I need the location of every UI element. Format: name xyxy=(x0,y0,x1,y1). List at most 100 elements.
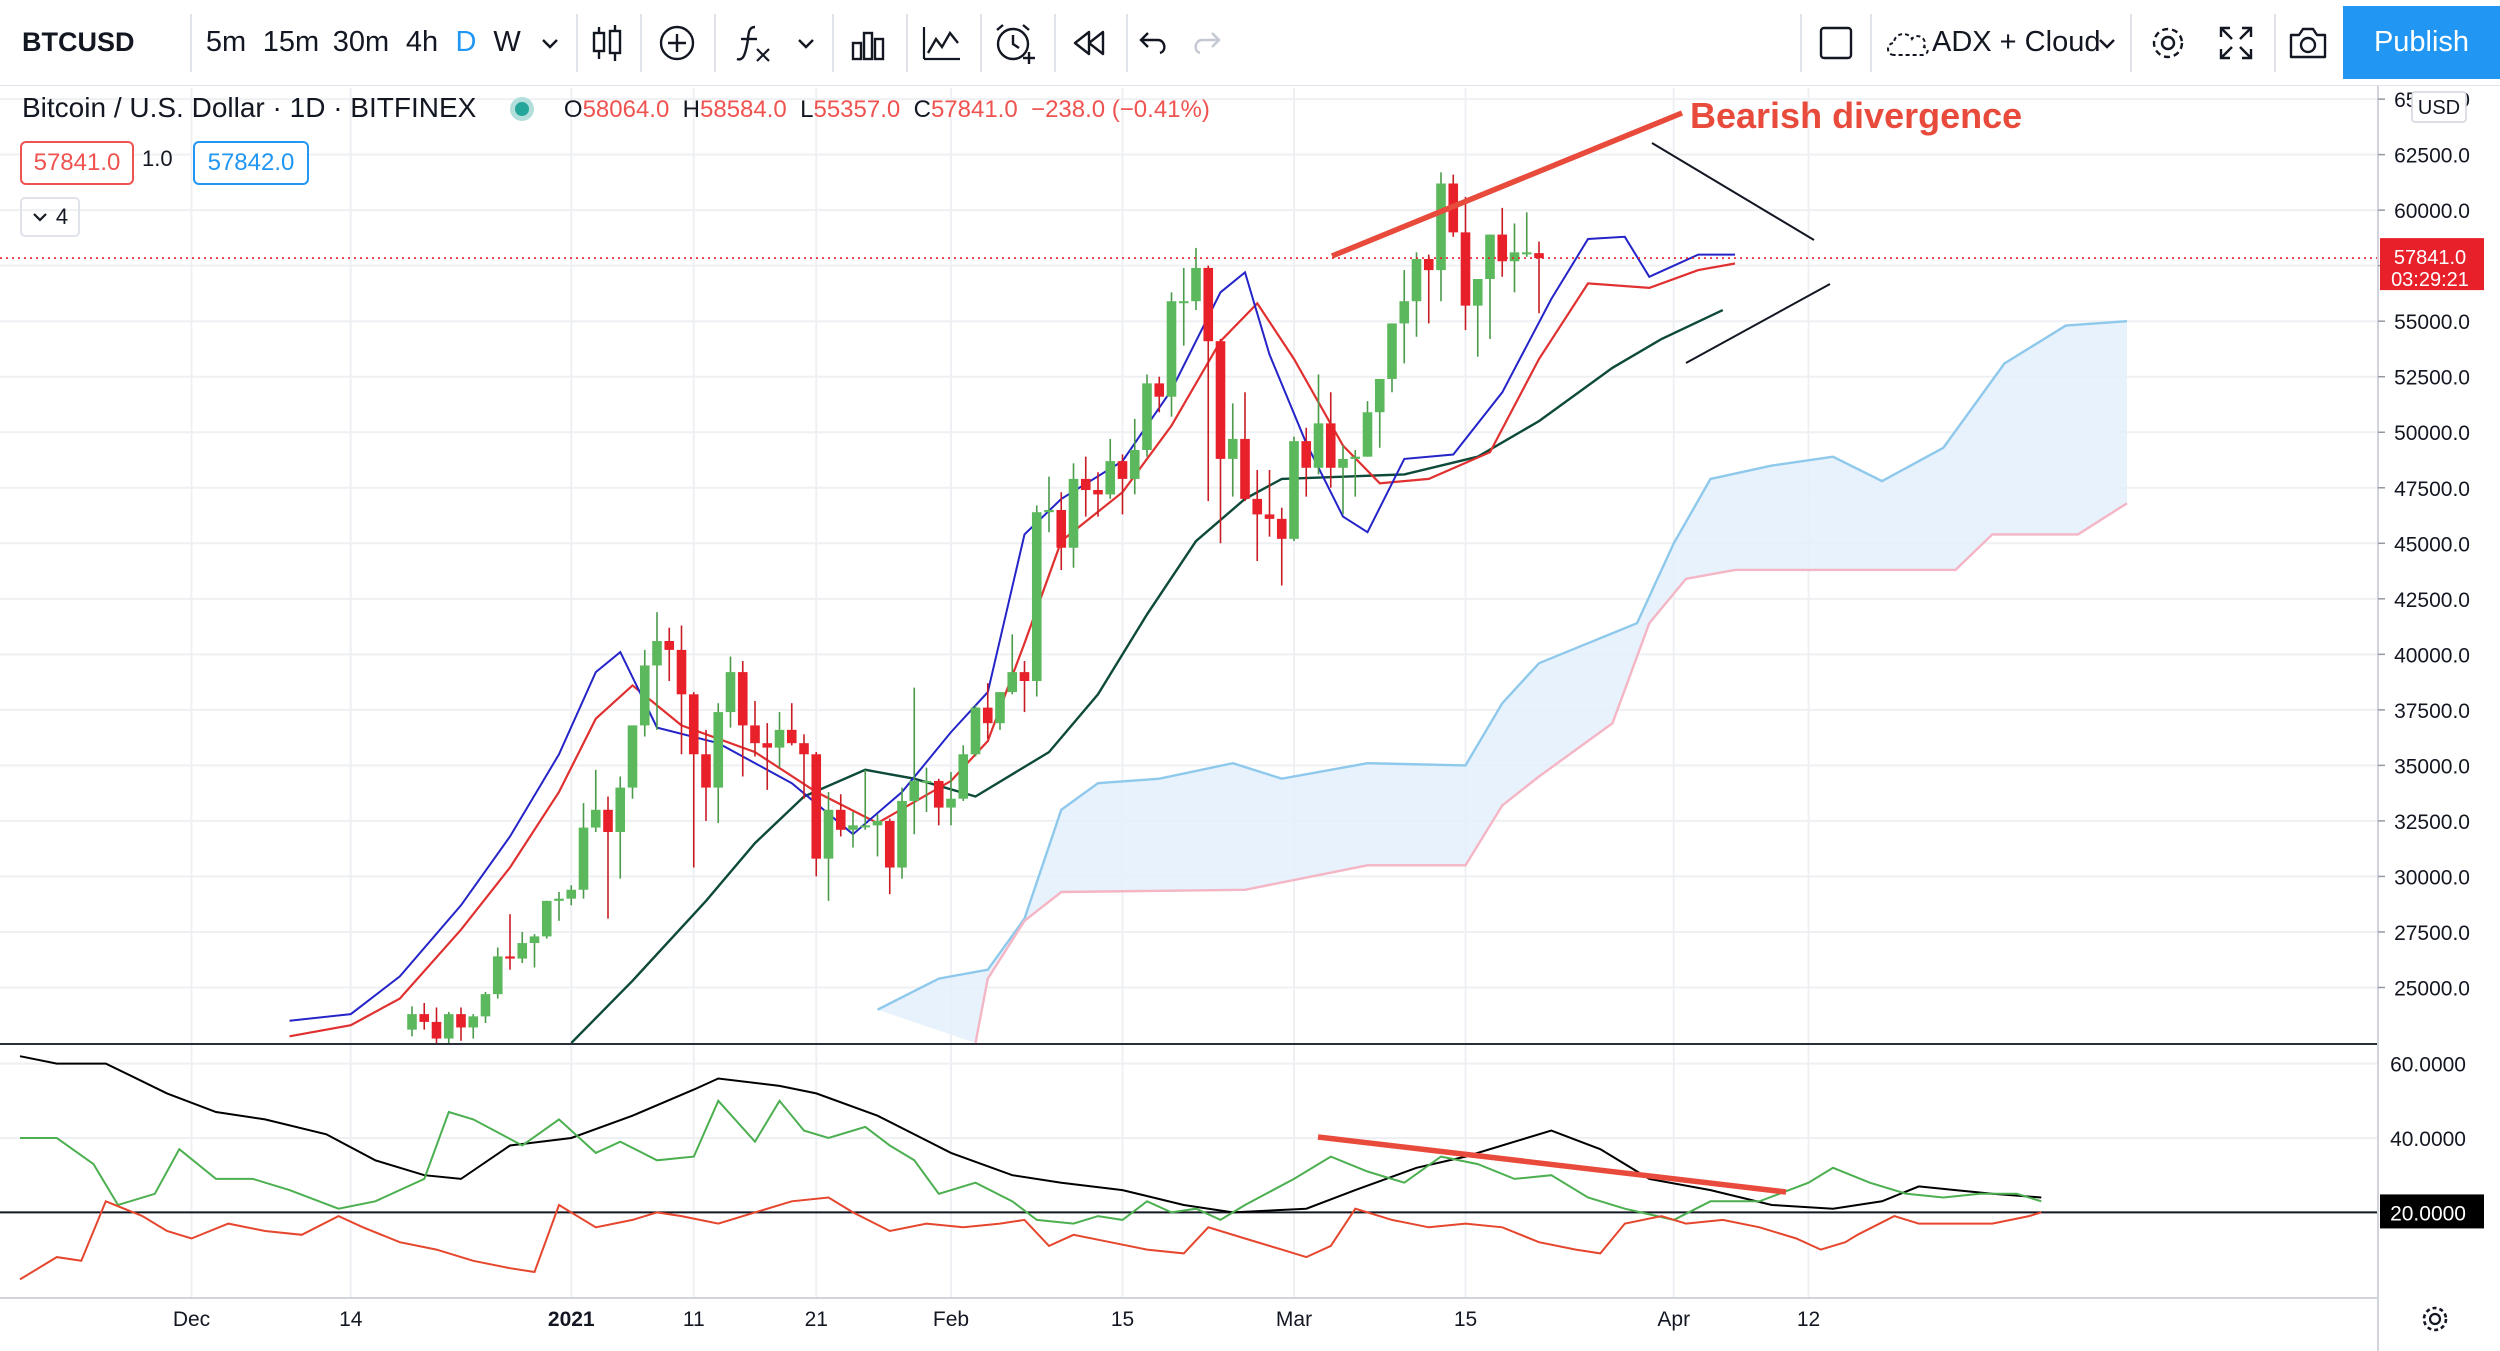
camera-icon[interactable] xyxy=(2278,0,2338,85)
candle-up xyxy=(1509,252,1520,262)
candle-up xyxy=(1472,279,1483,306)
candle-up xyxy=(1178,301,1189,304)
chevron-down-icon xyxy=(33,213,47,222)
toolbar-separator xyxy=(2130,14,2132,72)
replay-icon[interactable] xyxy=(1058,0,1120,85)
candle-down xyxy=(456,1014,466,1028)
candle-down xyxy=(1301,441,1312,468)
time-tick-label: 2021 xyxy=(548,1308,595,1331)
candle-down xyxy=(1215,341,1226,459)
time-tick-label: Feb xyxy=(933,1308,969,1331)
countdown-label: 03:29:21 xyxy=(2391,269,2469,291)
cloud-lower-line xyxy=(974,502,2128,1043)
chevron-down-icon[interactable] xyxy=(2090,0,2124,85)
close-label: C xyxy=(913,96,931,123)
cloud-upper-line xyxy=(876,320,2128,1011)
candle-up xyxy=(1411,259,1422,302)
candle-up xyxy=(407,1014,417,1030)
ichimoku-cloud xyxy=(876,320,2128,1043)
buy-price-button[interactable]: 57842.0 xyxy=(193,141,309,185)
cloud-fill xyxy=(877,321,2127,1043)
undo-icon[interactable] xyxy=(1128,0,1180,85)
candle-down xyxy=(1325,423,1336,468)
divergence-line-price xyxy=(1330,110,1684,259)
candle-down xyxy=(431,1021,442,1039)
candle-down xyxy=(1080,478,1091,490)
indicators-collapse-button[interactable]: 4 xyxy=(20,197,80,237)
bars-compare-icon[interactable] xyxy=(838,0,898,85)
interval-30m[interactable]: 30m xyxy=(332,26,390,58)
interval-5m[interactable]: 5m xyxy=(205,26,247,58)
price-tick-label: 32500.0 xyxy=(2394,811,2470,834)
price-tick-label: 37500.0 xyxy=(2394,700,2470,723)
indicator-tick-label: 60.0000 xyxy=(2390,1054,2466,1077)
candle-up xyxy=(1007,672,1018,693)
fullscreen-icon[interactable] xyxy=(2204,0,2268,85)
symbol-search[interactable]: BTCUSD xyxy=(22,27,135,57)
plus-circle-icon[interactable] xyxy=(652,0,702,85)
chevron-down-icon[interactable] xyxy=(788,0,824,85)
interval-4h[interactable]: 4h xyxy=(405,26,439,58)
currency-label: USD xyxy=(2418,97,2460,119)
interval-w[interactable]: W xyxy=(493,26,521,58)
candle-down xyxy=(750,725,760,744)
candle-down xyxy=(1534,253,1544,259)
candle-up xyxy=(652,641,662,666)
time-tick-label: 11 xyxy=(683,1308,705,1331)
toolbar-separator xyxy=(980,14,982,72)
candles-icon[interactable] xyxy=(582,0,632,85)
candle-up xyxy=(860,825,871,828)
sell-price-button[interactable]: 57841.0 xyxy=(20,141,134,185)
candle-down xyxy=(1117,461,1128,479)
toolbar-separator xyxy=(1126,14,1128,72)
redo-icon[interactable] xyxy=(1180,0,1232,85)
candle-up xyxy=(823,809,834,859)
time-tick-label: Mar xyxy=(1276,1308,1312,1331)
publish-button[interactable]: Publish xyxy=(2343,6,2500,79)
moving-averages xyxy=(289,235,1736,1043)
order-quantity[interactable]: 1.0 xyxy=(142,146,173,171)
chevron-down-icon[interactable] xyxy=(532,0,568,85)
candle-up xyxy=(1387,323,1397,379)
current-price-label: 57841.0 xyxy=(2394,247,2466,269)
candle-up xyxy=(897,800,907,868)
time-tick-label: 14 xyxy=(339,1308,363,1331)
cloud-icon[interactable] xyxy=(1880,0,1936,85)
candle-down xyxy=(933,780,944,808)
time-tick-label: 12 xyxy=(1797,1308,1820,1331)
candle-up xyxy=(1227,438,1238,459)
candle-up xyxy=(1436,183,1446,271)
divergence-line-adx xyxy=(1317,1134,1787,1195)
toolbar-separator xyxy=(190,14,192,72)
alarm-plus-icon[interactable] xyxy=(984,0,1046,85)
candle-down xyxy=(1423,259,1434,271)
indicator-template-label[interactable]: ADX + Cloud xyxy=(1932,26,2101,58)
candle-up xyxy=(1399,301,1410,324)
interval-d[interactable]: D xyxy=(455,26,477,58)
time-tick-label: 21 xyxy=(805,1308,828,1331)
candle-down xyxy=(1019,672,1030,681)
toolbar-separator xyxy=(832,14,834,72)
candle-up xyxy=(921,780,932,783)
candle-up xyxy=(1105,461,1116,495)
candle-up xyxy=(946,798,956,808)
candle-up xyxy=(590,809,601,828)
ema-mid-line xyxy=(289,262,1736,1038)
interval-15m[interactable]: 15m xyxy=(262,26,320,58)
candle-up xyxy=(566,889,577,899)
toolbar-separator xyxy=(714,14,716,72)
square-icon[interactable] xyxy=(1806,0,1866,85)
price-tick-label: 27500.0 xyxy=(2394,922,2470,945)
candle-down xyxy=(762,743,773,748)
candle-up xyxy=(1338,458,1348,468)
candle-up xyxy=(492,956,503,995)
candle-down xyxy=(1056,509,1067,548)
gear-icon[interactable] xyxy=(2138,0,2198,85)
indicator-icon[interactable] xyxy=(912,0,972,85)
candle-up xyxy=(909,780,920,801)
candles xyxy=(407,172,1544,1043)
ema-fast-line xyxy=(289,235,1735,1022)
time-tick-label: Dec xyxy=(173,1308,210,1331)
fx-icon[interactable] xyxy=(728,0,778,85)
